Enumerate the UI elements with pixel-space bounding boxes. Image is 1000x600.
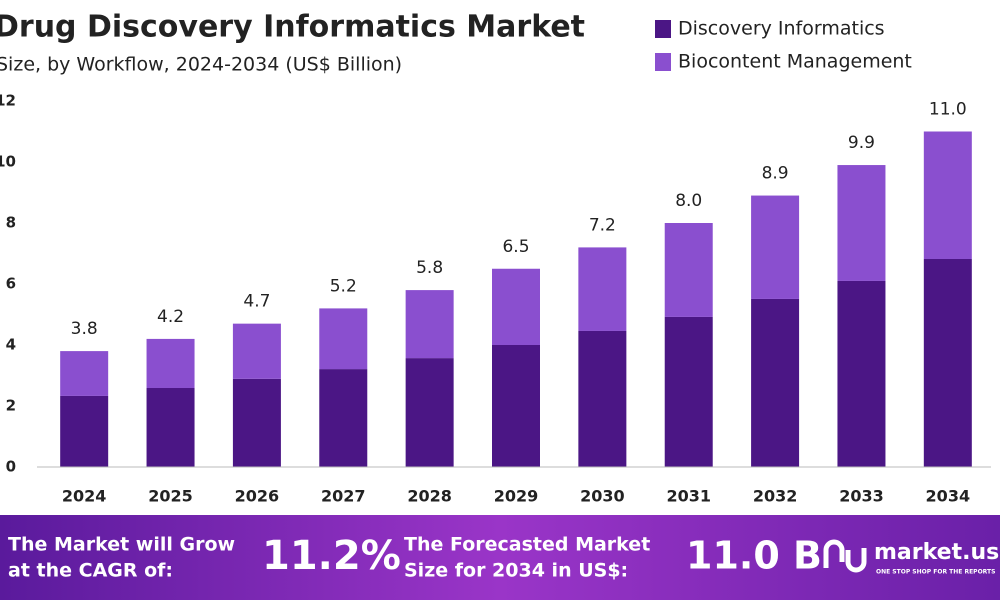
bar-segment [578,247,627,331]
legend-label: Biocontent Management [678,51,912,73]
total-label: 4.2 [157,307,184,327]
bar-segment [60,351,109,396]
brand-name: market.us [874,540,999,565]
y-tick-label: 8 [6,214,16,232]
y-tick-label: 6 [6,275,16,293]
x-tick-label: 2028 [407,487,452,506]
chart-subtitle: Size, by Workflow, 2024-2034 (US$ Billio… [0,54,402,76]
x-tick-label: 2027 [321,487,366,506]
bar-segment [60,395,109,467]
total-label: 8.0 [675,191,702,211]
bar-segment [751,195,800,299]
x-tick-label: 2026 [235,487,280,506]
y-tick-label: 2 [6,397,16,415]
forecast-value: 11.0 B [686,534,822,578]
bar-segment [664,223,713,317]
forecast-text: The Forecasted Market [404,534,650,556]
total-label: 11.0 [929,100,967,120]
total-label: 7.2 [589,215,616,235]
bar-segment [319,369,368,467]
legend-label: Discovery Informatics [678,18,885,40]
bar-segment [319,308,368,370]
legend-swatch [655,53,671,71]
cagr-value: 11.2% [262,533,401,579]
bar-segment [837,165,886,281]
y-tick-label: 0 [6,458,16,476]
total-label: 5.8 [416,258,443,278]
bar-segment [923,131,972,259]
cagr-text: The Market will Grow [8,534,235,556]
chart-title: Drug Discovery Informatics Market [0,10,585,45]
bar-segment [232,323,281,379]
bar-segment [837,280,886,467]
bar-segment [492,268,540,345]
x-tick-label: 2032 [753,487,798,506]
x-tick-label: 2034 [926,487,971,506]
y-tick-label: 12 [0,92,16,110]
bar-segment [146,388,195,467]
total-label: 8.9 [762,164,789,184]
x-tick-label: 2029 [494,487,539,506]
y-tick-label: 10 [0,153,16,171]
brand-logo [823,539,867,573]
total-label: 6.5 [502,237,529,257]
bar-segment [405,358,454,467]
brand-tagline: ONE STOP SHOP FOR THE REPORTS [876,569,995,576]
footer: The Market will Grow at the CAGR of: 11.… [0,515,1000,600]
footer-band [0,515,1000,600]
cagr-text: at the CAGR of: [8,560,173,582]
bar-segment [664,316,713,467]
total-label: 3.8 [71,319,98,339]
legend-swatch [655,20,671,38]
bar-segment [232,378,281,467]
x-tick-label: 2033 [839,487,884,506]
y-tick-label: 4 [6,336,16,354]
forecast-text: Size for 2034 in US$: [404,560,628,582]
bar-segment [405,290,454,359]
bar-segment [923,258,972,467]
bar-segment [492,345,540,467]
total-label: 4.7 [243,292,270,312]
total-label: 9.9 [848,133,875,153]
bar-segment [578,330,627,467]
x-tick-label: 2030 [580,487,625,506]
x-tick-label: 2025 [148,487,193,506]
bar-segment [146,338,195,389]
x-tick-label: 2024 [62,487,107,506]
x-tick-label: 2031 [666,487,711,506]
total-label: 5.2 [330,276,357,296]
bar-segment [751,298,800,467]
